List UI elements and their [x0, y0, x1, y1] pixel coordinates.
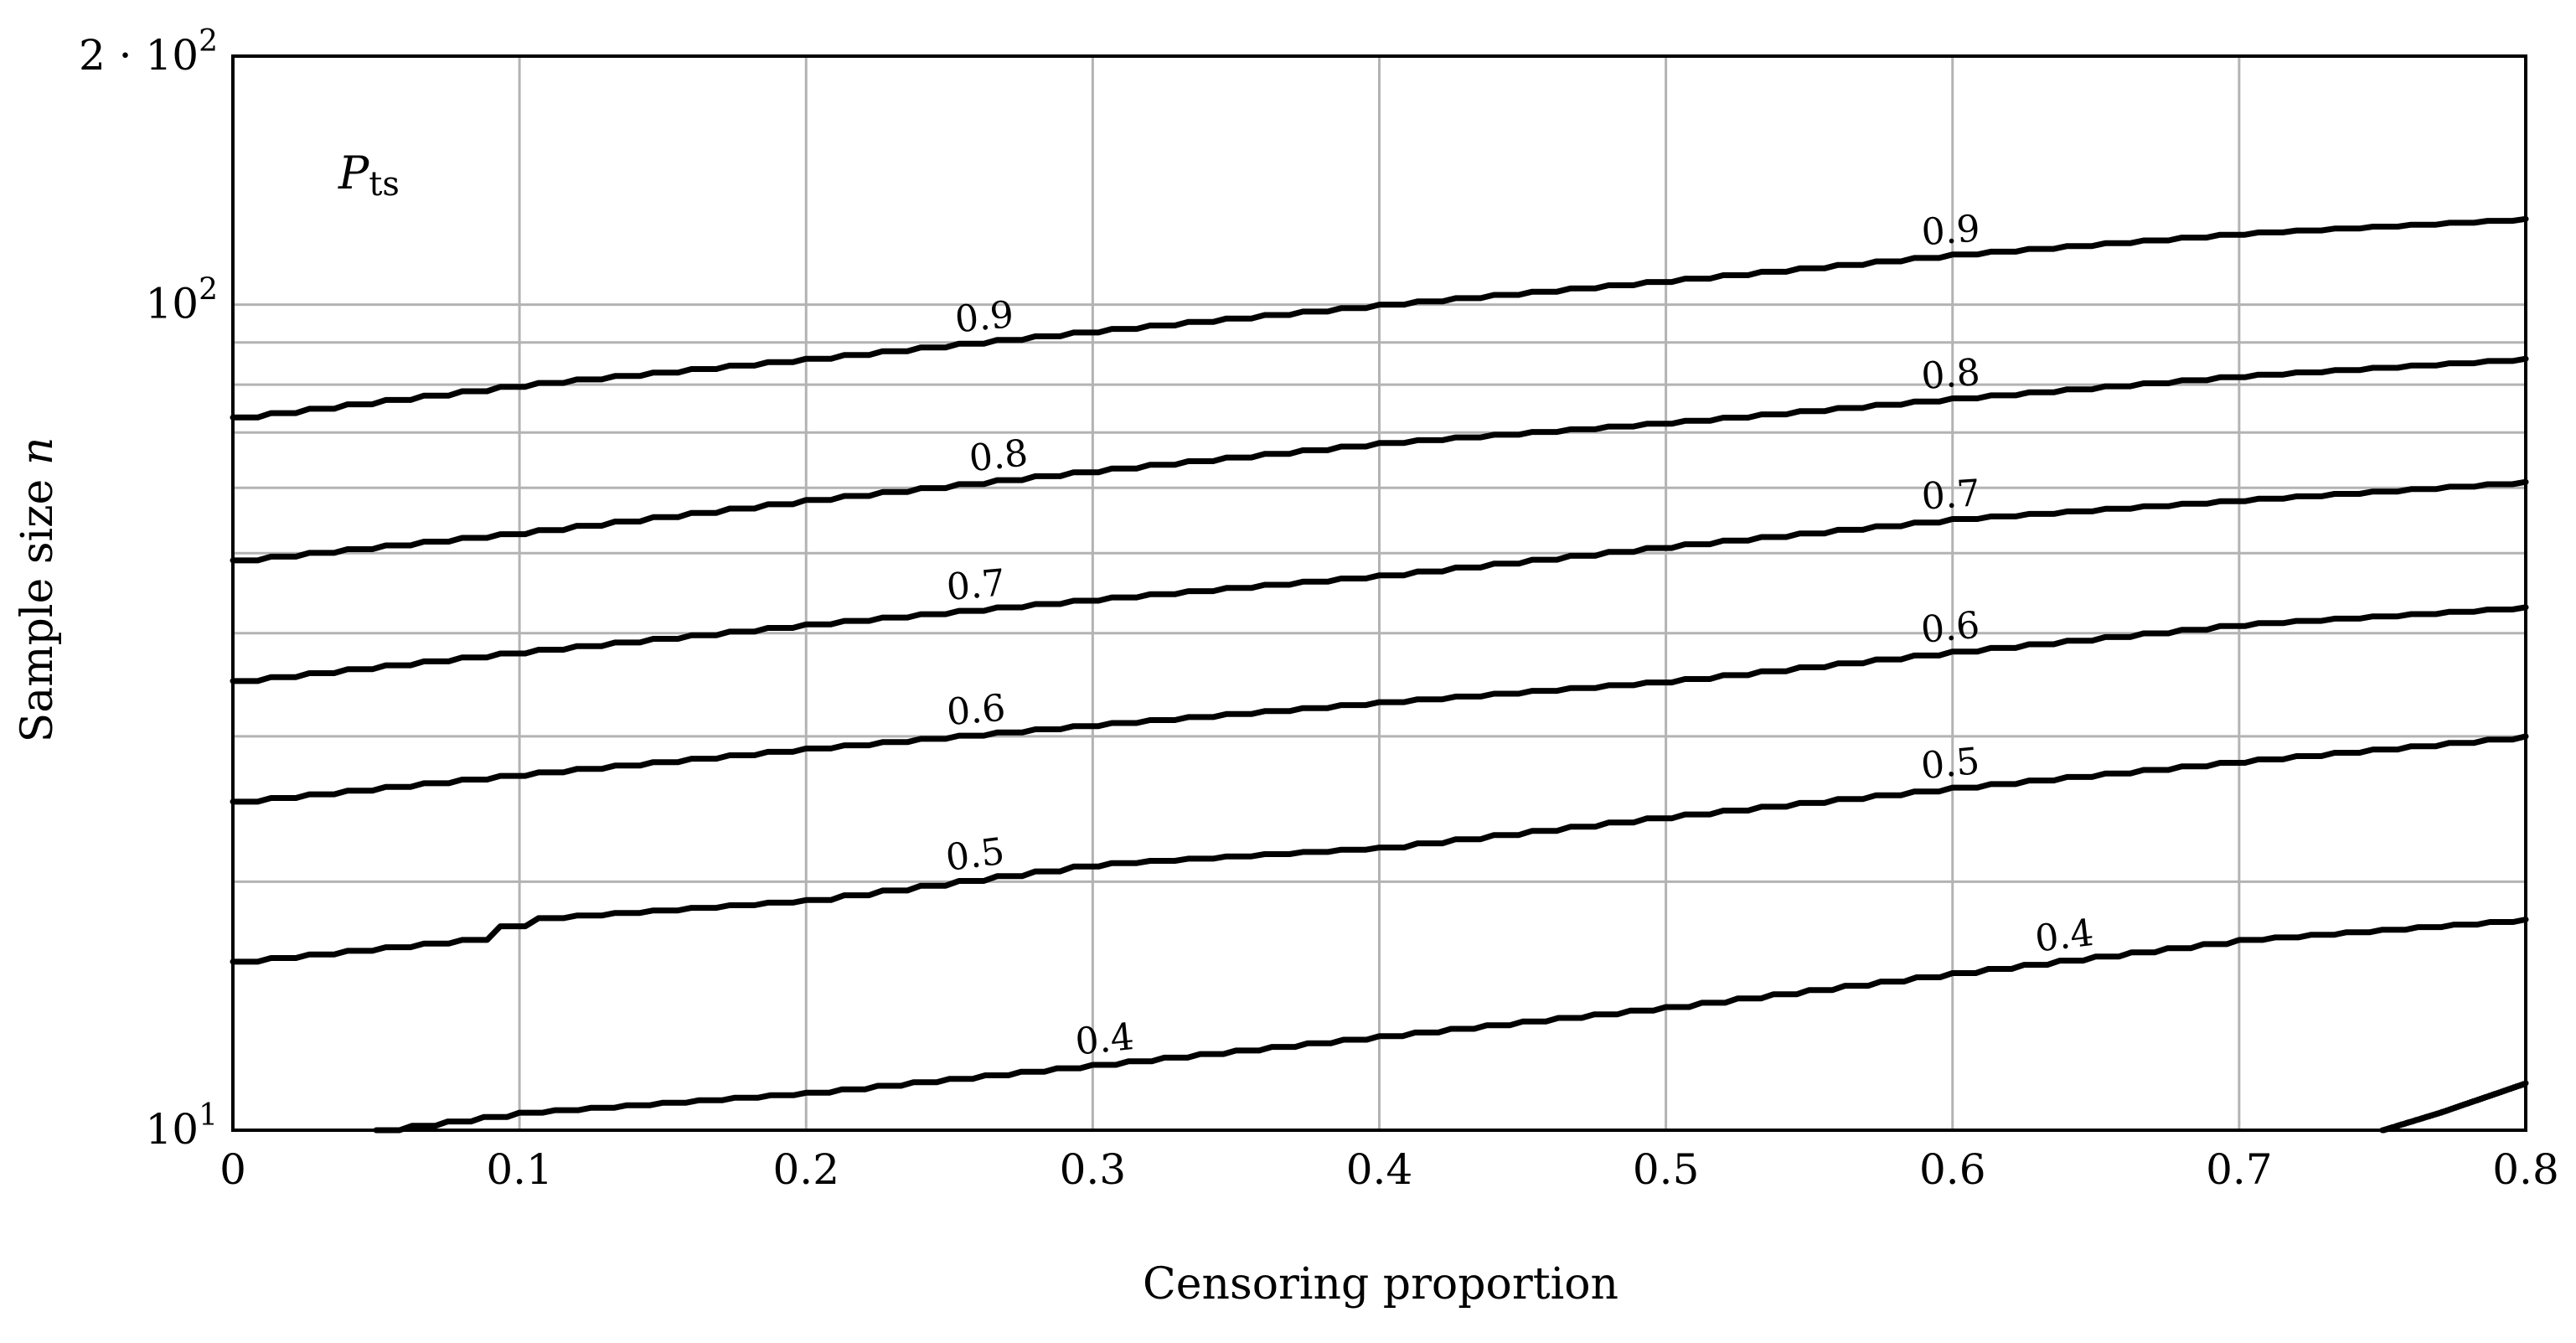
- x-tick-label: 0.4: [1346, 1145, 1413, 1194]
- contour-label-0-8: 0.8: [968, 431, 1030, 480]
- contour-label-0-4: 0.4: [2033, 912, 2096, 961]
- contour-label-0-9: 0.9: [953, 293, 1016, 342]
- series-line-0-4: [373, 917, 2529, 1134]
- y-tick-label: 2 · 102: [79, 24, 218, 80]
- pts-annotation-main: P: [338, 147, 370, 199]
- contour-label-0-6: 0.6: [1919, 604, 1981, 652]
- contour-label-0-9: 0.9: [1920, 207, 1982, 254]
- y-tick-base: 10: [145, 1105, 199, 1154]
- series-line-0-5: [230, 733, 2529, 965]
- x-tick-label: 0.8: [2492, 1145, 2559, 1194]
- contour-label-0-6: 0.6: [945, 687, 1007, 735]
- y-tick-exponent: 2: [199, 273, 218, 307]
- series-line-0-6: [230, 604, 2529, 805]
- x-tick-label: 0.5: [1633, 1145, 1700, 1194]
- contour-label-0-7: 0.7: [945, 561, 1007, 609]
- y-axis-title: Sample size n: [13, 437, 63, 743]
- series-group: [230, 215, 2529, 1134]
- x-tick-label: 0.1: [486, 1145, 553, 1194]
- grid: [233, 56, 2526, 1130]
- x-tick-label: 0.2: [772, 1145, 839, 1194]
- x-tick-label: 0.7: [2206, 1145, 2273, 1194]
- contour-label-0-8: 0.8: [1920, 351, 1982, 398]
- plot-frame: [231, 54, 2527, 1132]
- contour-label-0-4: 0.4: [1073, 1015, 1136, 1064]
- y-tick-label: 102: [145, 273, 218, 328]
- y-axis-title-text: Sample size: [13, 479, 63, 743]
- pts-annotation-sub: ts: [369, 165, 400, 204]
- pts-annotation: Pts: [338, 147, 400, 204]
- series-line-0-3: [2379, 1080, 2529, 1134]
- series-line-0-8: [230, 355, 2529, 564]
- x-axis-title: Censoring proportion: [1143, 1259, 1618, 1309]
- x-tick-label: 0.3: [1060, 1145, 1127, 1194]
- x-tick-label: 0.6: [1919, 1145, 1986, 1194]
- y-tick-exponent: 2: [199, 24, 218, 59]
- x-tick-label: 0: [219, 1145, 246, 1194]
- series-line-0-7: [230, 478, 2529, 684]
- y-tick-base: 10: [145, 280, 199, 328]
- contour-label-0-7: 0.7: [1920, 472, 1981, 519]
- y-axis-title-var: n: [13, 437, 63, 466]
- y-tick-label: 101: [145, 1098, 218, 1154]
- contour-label-0-5: 0.5: [1919, 740, 1981, 788]
- contour-label-0-5: 0.5: [943, 830, 1007, 880]
- y-tick-base: 2 · 10: [79, 31, 199, 80]
- series-line-0-9: [230, 215, 2529, 421]
- x-tick-labels: 0 0.1 0.2 0.3 0.4 0.5 0.6 0.7 0.8: [219, 1145, 2559, 1194]
- contour-labels: 0.9 0.9 0.8 0.8 0.7 0.7 0.6 0.6 0.5 0.5 0.4 0.4: [943, 207, 2096, 1063]
- y-tick-exponent: 1: [199, 1098, 218, 1133]
